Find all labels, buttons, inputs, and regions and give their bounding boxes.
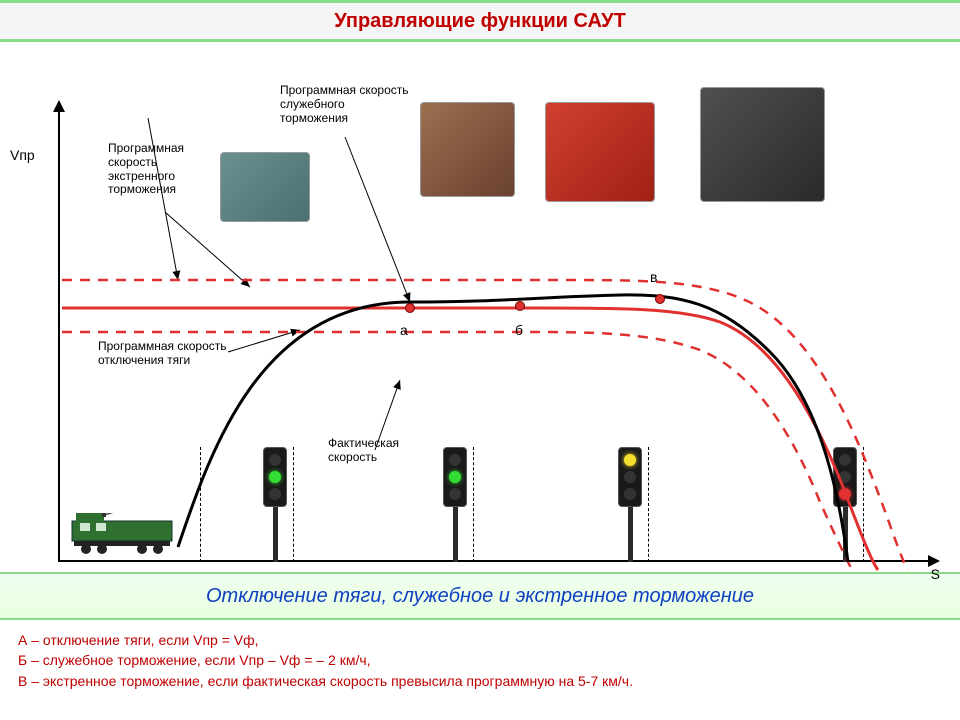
axis-y-label: Vпр bbox=[10, 147, 35, 163]
legend-b: Б – служебное торможение, если Vпр – Vф … bbox=[18, 650, 942, 670]
traffic-light bbox=[437, 447, 473, 562]
page-title: Управляющие функции САУТ bbox=[334, 10, 626, 33]
legend-area: А – отключение тяги, если Vпр = Vф, Б – … bbox=[0, 620, 960, 691]
label-emergency-speed: Программная скорость экстренного торможе… bbox=[108, 142, 218, 197]
label-traction-off-speed: Программная скорость отключения тяги bbox=[98, 340, 278, 368]
legend-v: В – экстренное торможение, если фактичес… bbox=[18, 671, 942, 691]
subtitle: Отключение тяги, служебное и экстренное … bbox=[206, 585, 754, 608]
device-image bbox=[220, 152, 310, 222]
section-divider bbox=[648, 447, 649, 562]
section-divider bbox=[293, 447, 294, 562]
device-image bbox=[420, 102, 515, 197]
subtitle-band: Отключение тяги, служебное и экстренное … bbox=[0, 572, 960, 620]
axis-y bbox=[58, 102, 60, 562]
section-divider bbox=[473, 447, 474, 562]
traffic-light bbox=[612, 447, 648, 562]
axis-x bbox=[58, 560, 938, 562]
chart-area: Vпр S Отключи тягу Программная скорость … bbox=[0, 42, 960, 572]
cloud-text: Отключи тягу bbox=[98, 78, 193, 93]
traffic-light bbox=[827, 447, 863, 562]
locomotive-icon bbox=[68, 513, 178, 560]
title-band: Управляющие функции САУТ bbox=[0, 0, 960, 42]
cloud-callout: Отключи тягу bbox=[95, 57, 195, 115]
section-divider bbox=[200, 447, 201, 562]
axis-x-label: S bbox=[931, 566, 940, 582]
section-divider bbox=[863, 447, 864, 562]
device-image bbox=[545, 102, 655, 202]
label-actual-speed: Фактическая скорость bbox=[328, 437, 428, 465]
traffic-light bbox=[257, 447, 293, 562]
point-v-label: в bbox=[650, 269, 657, 285]
point-b-label: б bbox=[515, 322, 523, 338]
device-image bbox=[700, 87, 825, 202]
legend-a: А – отключение тяги, если Vпр = Vф, bbox=[18, 630, 942, 650]
point-a-label: а bbox=[400, 322, 408, 338]
